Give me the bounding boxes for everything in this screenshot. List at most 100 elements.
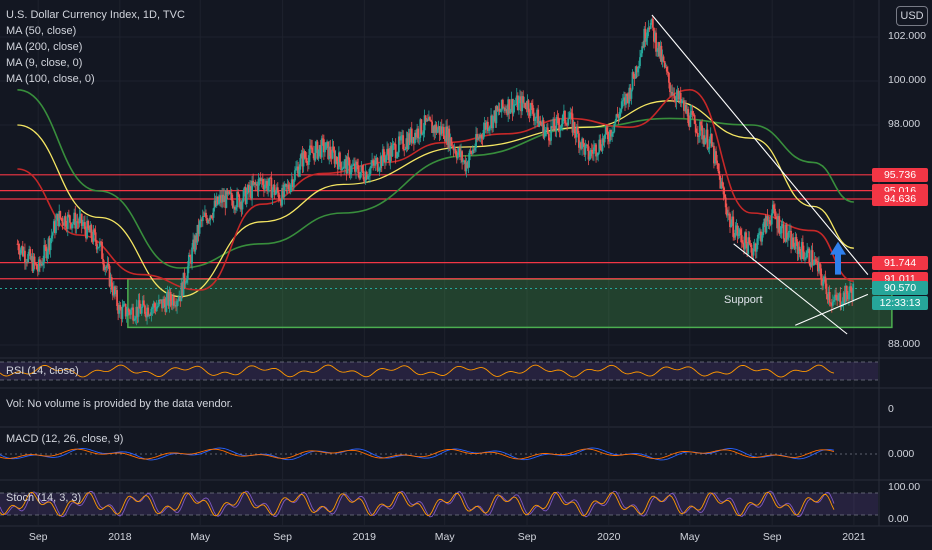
price-level-label: 91.744 [872, 255, 928, 270]
candle-body [671, 91, 674, 96]
candle-body [588, 156, 591, 160]
candle-body [465, 162, 468, 172]
macd-label[interactable]: MACD (12, 26, close, 9) [6, 433, 124, 445]
candle-body [798, 246, 801, 252]
candle-body [647, 27, 650, 30]
candle-body [480, 134, 483, 138]
candle-body [389, 146, 392, 163]
candle-body [379, 156, 382, 169]
candle-body [364, 171, 367, 183]
candle-body [633, 77, 636, 79]
candle-body [442, 127, 445, 139]
candle-body [525, 107, 528, 110]
candle-body [631, 72, 634, 90]
candle-body [273, 184, 276, 195]
candle-body [438, 126, 441, 135]
candle-body [556, 117, 559, 118]
candle-body [641, 46, 644, 54]
candle-body [676, 90, 679, 96]
candle-body [548, 133, 550, 141]
candle-body [586, 144, 589, 147]
currency-button[interactable]: USD [896, 6, 928, 26]
legend-ma50[interactable]: MA (50, close) [6, 25, 77, 37]
candle-body [176, 301, 178, 307]
candle-body [615, 114, 618, 121]
candle-body [240, 201, 243, 210]
candle-body [365, 171, 368, 180]
candle-body [725, 207, 728, 216]
candle-body [852, 283, 855, 300]
x-tick-label: May [190, 531, 211, 543]
candle-body [427, 117, 430, 121]
legend-ma200[interactable]: MA (200, close) [6, 41, 83, 53]
candle-body [617, 116, 620, 119]
candle-body [304, 157, 307, 159]
candle-body [111, 289, 114, 296]
candle-body [609, 129, 611, 142]
candle-body [734, 229, 737, 238]
candle-body [422, 130, 425, 134]
candle-body [228, 191, 231, 194]
candle-body [372, 160, 375, 163]
candle-body [432, 126, 435, 133]
candle-body [707, 148, 710, 149]
candle-body [435, 124, 438, 133]
candle-body [406, 138, 409, 149]
macd-axis-tick: 0.000 [888, 448, 915, 460]
candle-body [166, 291, 169, 298]
rsi-label[interactable]: RSI (14, close) [6, 365, 79, 377]
candle-body [830, 303, 833, 306]
candle-body [703, 135, 706, 145]
volume-axis-tick: 0 [888, 403, 894, 415]
price-level-label: 90.570 [872, 281, 928, 296]
candle-body [82, 222, 85, 225]
candle-body [159, 299, 161, 301]
candle-body [665, 66, 668, 72]
candle-body [361, 165, 364, 171]
candle-body [606, 131, 609, 140]
volume-label[interactable]: Vol: No volume is provided by the data v… [6, 398, 233, 410]
legend-ma9[interactable]: MA (9, close, 0) [6, 57, 83, 69]
candle-body [401, 135, 403, 137]
candle-body [147, 307, 150, 317]
candle-body [492, 116, 495, 129]
candle-body [434, 124, 437, 133]
candle-body [411, 137, 414, 143]
candle-body [144, 305, 146, 314]
candle-body [791, 237, 794, 250]
candle-body [185, 279, 188, 283]
candle-body [190, 256, 192, 264]
x-tick-label: 2021 [842, 531, 866, 543]
candle-body [41, 263, 43, 266]
candle-body [515, 95, 518, 105]
candle-body [170, 301, 173, 306]
candle-body [201, 216, 204, 222]
candle-body [79, 213, 82, 217]
candle-body [412, 137, 415, 144]
candle-body [660, 45, 663, 62]
candle-body [743, 243, 745, 250]
candle-body [759, 231, 761, 234]
stoch-axis-tick-high: 100.00 [888, 481, 921, 493]
candle-body [810, 250, 813, 267]
candle-body [193, 239, 196, 252]
stoch-label[interactable]: Stoch (14, 3, 3) [6, 492, 82, 504]
candle-body [610, 129, 612, 137]
candle-body [563, 110, 565, 115]
candle-body [171, 296, 174, 306]
candle-body [634, 66, 637, 79]
candle-body [476, 134, 479, 140]
candle-body [243, 187, 246, 191]
candle-body [311, 147, 313, 153]
candle-body [424, 115, 427, 122]
candle-body [135, 306, 138, 319]
candle-body [33, 256, 36, 264]
candle-body [370, 165, 372, 169]
candle-body [280, 200, 282, 206]
candle-body [118, 304, 121, 314]
candle-body [371, 160, 373, 166]
candle-body [642, 46, 645, 48]
legend-ma100[interactable]: MA (100, close, 0) [6, 73, 95, 85]
candle-body [467, 160, 470, 168]
